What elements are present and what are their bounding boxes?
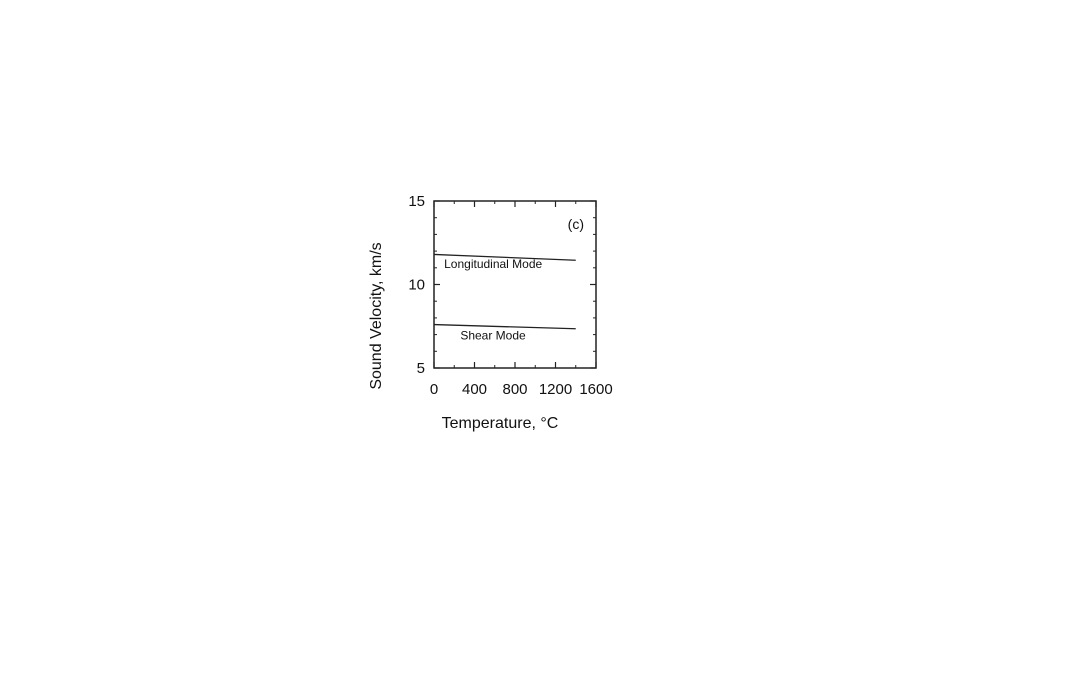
x-tick-label: 0 xyxy=(430,381,438,398)
y-tick-label: 15 xyxy=(408,193,425,210)
y-tick-label: 5 xyxy=(417,360,425,377)
series-line xyxy=(433,253,576,261)
series-annotation: Shear Mode xyxy=(460,329,526,343)
minor-ticks xyxy=(434,201,596,368)
series-annotation: Longitudinal Mode xyxy=(444,257,542,271)
y-tick-label: 10 xyxy=(408,277,425,294)
x-tick-label: 400 xyxy=(462,381,487,398)
annotations: Longitudinal Mode Shear Mode xyxy=(444,257,542,343)
x-tick-label: 800 xyxy=(502,381,527,398)
major-ticks xyxy=(433,200,597,369)
panel-label: (c) xyxy=(568,216,584,232)
x-tick-label: 1600 xyxy=(579,381,612,398)
x-axis-label: Temperature, °C xyxy=(442,415,559,432)
series-lines xyxy=(433,253,576,330)
x-tick-labels: 0 400 800 1200 1600 xyxy=(430,381,613,398)
x-tick-label: 1200 xyxy=(539,381,572,398)
y-tick-labels: 5 10 15 xyxy=(408,193,425,377)
y-axis-label: Sound Velocity, km/s xyxy=(368,242,385,389)
series-line xyxy=(433,323,576,330)
